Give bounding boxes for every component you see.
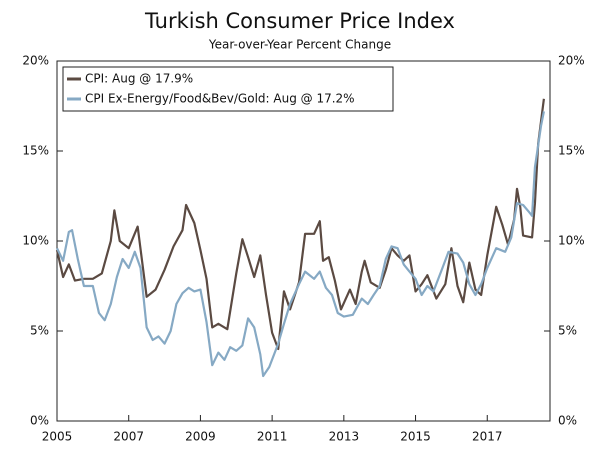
y2-tick-label: 15%	[558, 144, 585, 158]
chart-title: Turkish Consumer Price Index	[144, 9, 455, 33]
y2-tick-label: 10%	[558, 234, 585, 248]
series-line	[56, 111, 545, 378]
y-tick-label: 20%	[22, 54, 49, 68]
y2-tick-label: 0%	[558, 414, 577, 428]
y-tick-label: 5%	[30, 324, 49, 338]
chart-subtitle: Year-over-Year Percent Change	[208, 38, 391, 52]
y2-tick-label: 5%	[558, 324, 577, 338]
legend: CPI: Aug @ 17.9% CPI Ex-Energy/Food&Bev/G…	[62, 66, 394, 112]
legend-box	[62, 66, 394, 112]
y-tick-label: 10%	[22, 234, 49, 248]
legend-label: CPI: Aug @ 17.9%	[85, 72, 193, 86]
x-tick-label: 2013	[329, 430, 360, 444]
x-tick-label: 2005	[42, 430, 73, 444]
y-tick-label: 0%	[30, 414, 49, 428]
x-tick-label: 2017	[472, 430, 503, 444]
y-tick-label: 15%	[22, 144, 49, 158]
x-tick-label: 2007	[113, 430, 144, 444]
x-tick-label: 2011	[257, 430, 288, 444]
series-line	[55, 98, 545, 351]
x-tick-label: 2009	[185, 430, 216, 444]
y2-tick-label: 20%	[558, 54, 585, 68]
legend-label: CPI Ex-Energy/Food&Bev/Gold: Aug @ 17.2%	[85, 92, 355, 106]
x-tick-label: 2015	[400, 430, 431, 444]
